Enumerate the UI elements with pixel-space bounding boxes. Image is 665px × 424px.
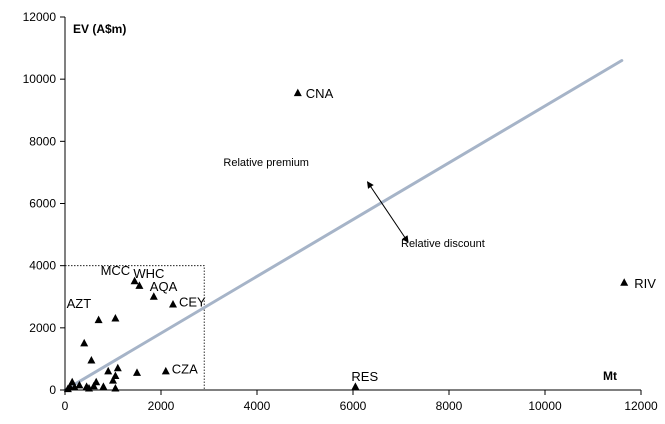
data-point (104, 366, 113, 375)
annotation-label: Relative discount (401, 238, 485, 250)
data-point (85, 383, 93, 392)
point-label: MCC (101, 263, 131, 278)
point-label: RES (351, 369, 378, 384)
data-point (149, 292, 158, 300)
x-tick-label: 0 (62, 399, 69, 413)
data-point (161, 366, 170, 375)
x-axis-title: Mt (603, 369, 617, 383)
annotation-label: Relative premium (223, 157, 309, 169)
x-tick-label: 6000 (340, 399, 367, 413)
annotation-arrow (366, 181, 409, 243)
x-tick-label: 12000 (624, 399, 658, 413)
point-label: WHC (133, 266, 164, 281)
y-axis-title: EV (A$m) (73, 22, 126, 36)
data-point (70, 383, 79, 391)
data-point (130, 276, 139, 285)
trend-line (63, 59, 624, 392)
point-label: CEY (179, 295, 206, 310)
plot-area: 0 2000 4000 6000 8000 10000 12000 0 2000 4000 6000… (23, 10, 658, 413)
data-point (94, 315, 103, 324)
highlight-box (65, 265, 205, 390)
y-tick-label: 2000 (29, 321, 56, 335)
point-label: AQA (150, 279, 178, 294)
y-tick-label: 6000 (29, 197, 56, 211)
point-label: CNA (306, 86, 334, 101)
data-point (109, 376, 117, 384)
data-point (111, 314, 120, 322)
point-label: RIV (634, 276, 656, 291)
point-label: AZT (67, 296, 92, 311)
data-point (620, 278, 629, 286)
x-tick-label: 2000 (148, 399, 175, 413)
data-point (135, 281, 144, 289)
data-point (133, 368, 141, 376)
data-point (99, 382, 108, 390)
y-tick-label: 12000 (23, 10, 57, 24)
data-point (111, 383, 120, 392)
data-point (63, 384, 72, 393)
x-tick-label: 4000 (244, 399, 271, 413)
data-point (75, 380, 84, 389)
data-point (113, 363, 122, 372)
data-point (293, 88, 302, 97)
data-point (80, 338, 89, 347)
y-tick-label: 8000 (29, 134, 56, 148)
x-tick-label: 10000 (528, 399, 562, 413)
point-label: CZA (172, 361, 198, 376)
data-point (87, 355, 96, 364)
y-tick-label: 10000 (23, 72, 57, 86)
y-tick-label: 4000 (29, 259, 56, 273)
y-tick-label: 0 (49, 383, 56, 397)
x-tick-label: 8000 (436, 399, 463, 413)
data-point (89, 381, 98, 390)
data-point (351, 382, 360, 390)
data-point (169, 300, 177, 308)
